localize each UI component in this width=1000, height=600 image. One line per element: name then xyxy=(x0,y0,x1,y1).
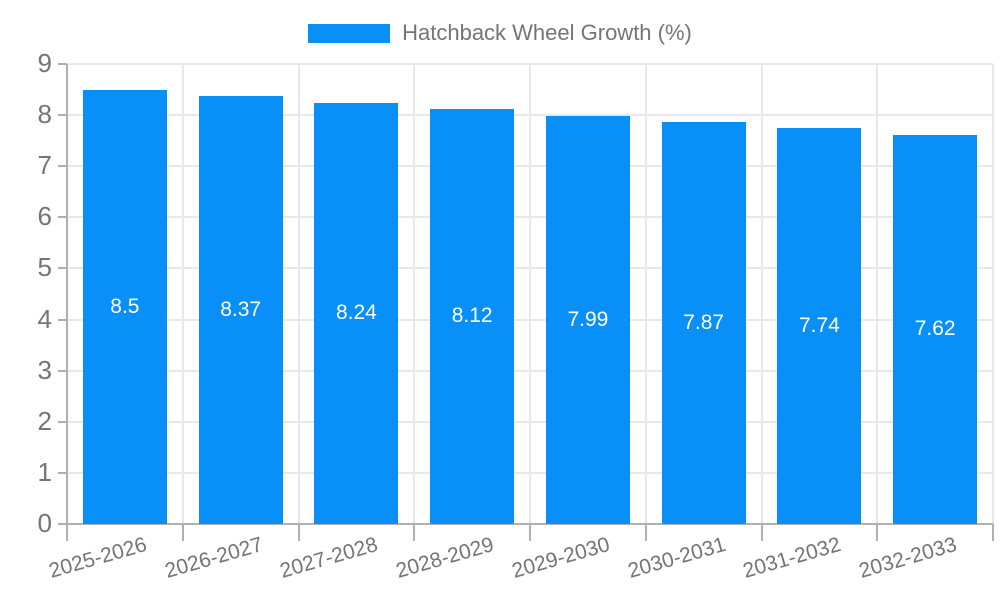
gridline-vertical xyxy=(181,64,184,524)
bar-value-label: 8.12 xyxy=(451,304,493,328)
x-axis-tick xyxy=(181,524,184,541)
bar-value-label: 7.62 xyxy=(914,317,956,341)
gridline-vertical xyxy=(760,64,763,524)
x-axis-tick xyxy=(529,524,531,541)
bar-value-label: 7.87 xyxy=(683,310,725,334)
bar[interactable] xyxy=(198,96,283,524)
bar[interactable] xyxy=(314,102,399,524)
x-axis-tick xyxy=(297,524,300,541)
y-axis-tick xyxy=(58,523,67,525)
y-axis-tick xyxy=(58,318,67,321)
y-axis-tick xyxy=(58,267,67,270)
y-tick-label: 8 xyxy=(37,98,52,129)
y-axis-tick xyxy=(58,471,67,474)
y-axis-tick xyxy=(58,63,67,65)
gridline-vertical xyxy=(413,64,416,524)
x-axis-tick xyxy=(644,524,647,541)
gridline-vertical xyxy=(297,64,300,524)
x-tick-label: 2026-2027 xyxy=(162,533,265,583)
bar[interactable] xyxy=(661,121,746,524)
bar-value-label: 8.5 xyxy=(110,294,140,318)
x-tick-label: 2028-2029 xyxy=(393,533,497,583)
y-axis-line xyxy=(66,64,68,541)
gridline-vertical xyxy=(644,64,647,524)
legend-swatch-icon[interactable] xyxy=(308,23,391,43)
bar[interactable] xyxy=(430,108,515,524)
bar-value-label: 8.24 xyxy=(335,301,377,325)
gridline-vertical xyxy=(529,64,531,524)
y-tick-label: 3 xyxy=(37,354,52,385)
y-tick-label: 9 xyxy=(37,47,52,78)
y-tick-label: 1 xyxy=(37,456,52,487)
x-tick-label: 2030-2031 xyxy=(625,533,728,583)
legend-label[interactable]: Hatchback Wheel Growth (%) xyxy=(402,20,692,45)
y-tick-label: 5 xyxy=(37,252,52,283)
y-axis-tick xyxy=(58,165,67,168)
gridline-vertical xyxy=(992,64,994,524)
y-tick-label: 7 xyxy=(37,150,52,181)
x-tick-label: 2029-2030 xyxy=(509,533,613,583)
x-tick-label: 2025-2026 xyxy=(46,533,150,583)
bar-value-label: 7.74 xyxy=(798,314,840,338)
x-tick-label: 2027-2028 xyxy=(277,533,381,583)
bar[interactable] xyxy=(777,128,862,524)
bar-value-label: 8.37 xyxy=(220,298,262,322)
y-axis-tick xyxy=(58,216,67,219)
x-axis-tick xyxy=(876,524,879,541)
y-tick-label: 4 xyxy=(37,303,52,334)
x-axis-tick xyxy=(992,524,994,541)
bar-value-label: 7.99 xyxy=(567,307,609,331)
y-axis-tick xyxy=(58,420,67,423)
bar[interactable] xyxy=(82,89,167,524)
y-tick-label: 0 xyxy=(37,507,52,538)
y-axis-tick xyxy=(58,369,67,372)
x-tick-label: 2031-2032 xyxy=(740,533,844,583)
x-axis-tick xyxy=(413,524,416,541)
bar[interactable] xyxy=(893,134,978,524)
x-axis-tick xyxy=(760,524,763,541)
y-axis-tick xyxy=(58,114,67,117)
x-tick-label: 2032-2033 xyxy=(856,533,960,583)
bar[interactable] xyxy=(545,115,630,524)
y-tick-label: 2 xyxy=(37,405,52,436)
gridline-vertical xyxy=(876,64,879,524)
y-tick-label: 6 xyxy=(37,201,52,232)
legend[interactable]: Hatchback Wheel Growth (%) xyxy=(0,20,1000,46)
